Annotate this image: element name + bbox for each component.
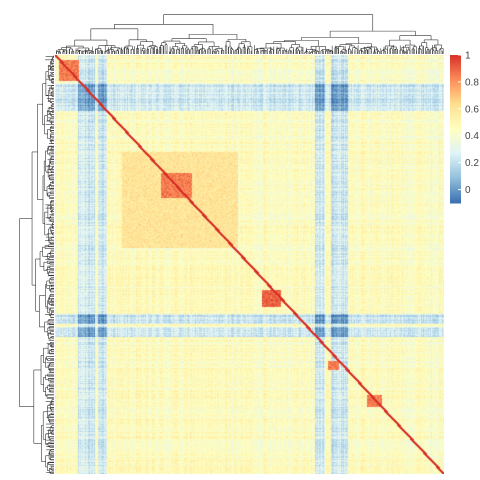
legend-color-step	[450, 163, 461, 167]
legend-tick-label: 0.8	[465, 77, 479, 88]
legend-color-step	[450, 143, 461, 147]
legend-color-step	[450, 175, 461, 179]
legend-color-step	[450, 185, 461, 189]
legend-tick-label: 1	[465, 51, 471, 62]
legend-color-step	[450, 183, 461, 187]
legend-color-step	[450, 87, 461, 91]
legend-color-step	[450, 198, 461, 202]
legend-color-step	[450, 121, 461, 125]
legend-color-step	[450, 138, 461, 142]
legend-color-step	[450, 136, 461, 140]
legend-color-step	[450, 119, 461, 123]
legend-color-step	[450, 111, 461, 115]
legend-color-step	[450, 94, 461, 98]
legend-color-step	[450, 84, 461, 88]
legend-color-step	[450, 141, 461, 145]
legend-color-step	[450, 99, 461, 103]
legend-color-step	[450, 77, 461, 81]
legend-color-step	[450, 180, 461, 184]
legend-tick-label: 0.4	[465, 131, 479, 142]
legend-color-step	[450, 166, 461, 169]
legend-color-step	[450, 131, 461, 135]
legend-color-step	[450, 57, 461, 61]
legend-tick-label: 0.2	[465, 158, 479, 169]
legend-color-step	[450, 190, 461, 194]
legend-color-step	[450, 126, 461, 130]
legend-color-step	[450, 151, 461, 155]
legend-color-step	[450, 64, 461, 68]
legend-color-step	[450, 173, 461, 177]
legend-color-step	[450, 92, 461, 95]
legend-color-step	[450, 67, 461, 71]
legend-color-step	[450, 156, 461, 160]
legend-color-step	[450, 79, 461, 83]
legend-color-step	[450, 101, 461, 105]
legend-color-step	[450, 104, 461, 108]
legend-color-step	[450, 158, 461, 162]
legend-color-step	[450, 148, 461, 152]
legend-color-step	[450, 74, 461, 78]
legend-color-step	[450, 170, 461, 174]
legend-color-step	[450, 129, 461, 132]
legend-color-step	[450, 89, 461, 93]
color-legend-bar	[450, 55, 461, 204]
legend-tick-label: 0	[465, 185, 471, 196]
legend-color-step	[450, 188, 461, 192]
legend-color-step	[450, 146, 461, 150]
legend-color-step	[450, 69, 461, 73]
legend-color-step	[450, 133, 461, 137]
correlation-heatmap	[55, 55, 444, 474]
legend-color-step	[450, 82, 461, 86]
legend-color-step	[450, 114, 461, 118]
legend-color-step	[450, 195, 461, 199]
legend-color-step	[450, 178, 461, 182]
legend-tick-label: 0.6	[465, 104, 479, 115]
legend-color-step	[450, 72, 461, 76]
legend-color-step	[450, 161, 461, 165]
legend-color-step	[450, 62, 461, 66]
legend-color-step	[450, 153, 461, 157]
legend-color-step	[450, 55, 461, 58]
legend-color-step	[450, 109, 461, 113]
legend-color-step	[450, 124, 461, 128]
legend-color-step	[450, 116, 461, 120]
legend-color-step	[450, 193, 461, 197]
legend-color-step	[450, 168, 461, 172]
legend-color-step	[450, 96, 461, 100]
color-legend-ticks: 1 0.8 0.6 0.4 0.2 0	[458, 51, 479, 196]
legend-color-step	[450, 106, 461, 110]
legend-color-step	[450, 200, 461, 204]
legend-color-step	[450, 59, 461, 63]
